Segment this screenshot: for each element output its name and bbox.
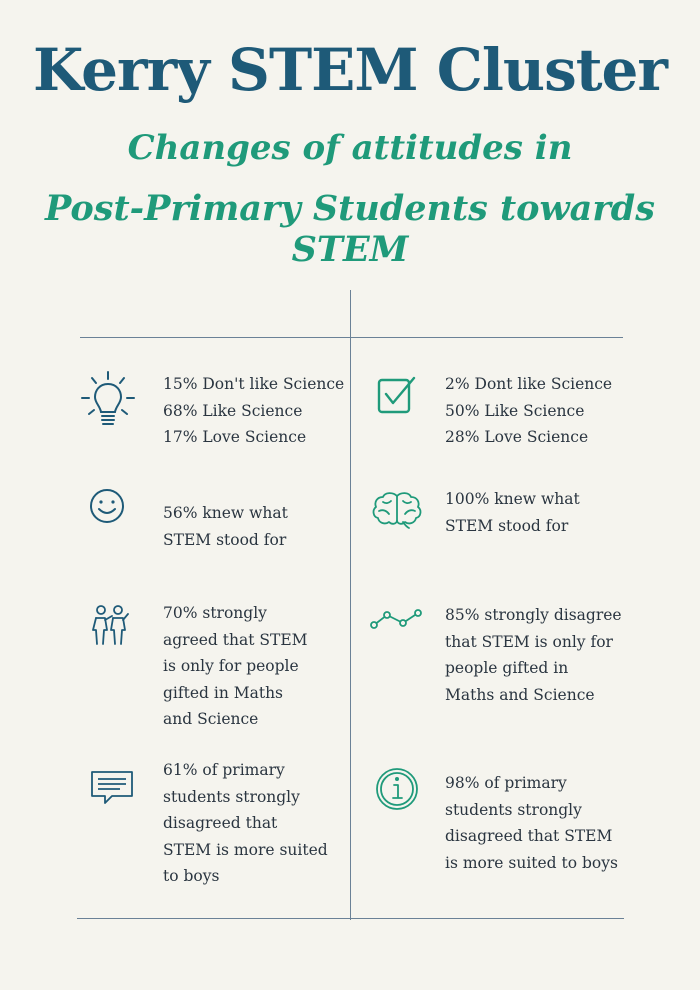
students-icon [88, 604, 130, 646]
right-stat-4-line: 98% of primary [445, 774, 567, 792]
left-stat-2-line: 56% knew what [163, 504, 288, 522]
left-stat-4-line: to boys [163, 867, 220, 885]
column-divider [350, 290, 351, 920]
right-stat-3-line: Maths and Science [445, 685, 595, 704]
left-stat-3-line: agreed that STEM [163, 630, 308, 649]
info-icon [375, 767, 419, 811]
lightbulb-icon [80, 370, 136, 430]
right-stat-3-line: that STEM is only for [445, 632, 613, 651]
right-stat-4-line: disagreed that STEM [445, 827, 613, 845]
speech-bubble-icon [90, 770, 134, 806]
left-stat-4-line: 61% of primary [163, 761, 285, 779]
right-stat-1-line: 50% Like Science [445, 401, 585, 420]
subtitle-line-2: Post-Primary Students towards STEM [45, 188, 655, 270]
right-stat-2-line: STEM stood for [445, 516, 569, 535]
right-stat-3-line: people gifted in [445, 659, 569, 677]
smiley-icon [89, 488, 125, 524]
right-stat-2: 100% knew what STEM stood for [445, 486, 580, 539]
left-stat-1-line: 17% Love Science [163, 428, 307, 446]
line-graph-icon [369, 608, 423, 630]
left-stat-4: 61% of primary students strongly disagre… [163, 757, 328, 890]
left-stat-4-line: disagreed that [163, 814, 278, 832]
right-stat-1-line: 28% Love Science [445, 428, 589, 446]
page-title: Kerry STEM Cluster [33, 36, 668, 104]
left-stat-3-line: is only for people [163, 657, 299, 675]
left-stat-1-line: 68% Like Science [163, 401, 303, 420]
left-stat-3-line: and Science [163, 710, 259, 728]
left-stat-3: 70% strongly agreed that STEM is only fo… [163, 600, 308, 733]
right-stat-1-line: 2% Dont like Science [445, 375, 613, 393]
bottom-divider [77, 918, 624, 919]
right-stat-1: 2% Dont like Science 50% Like Science 28… [445, 371, 612, 451]
right-stat-3: 85% strongly disagree that STEM is only … [445, 602, 622, 708]
right-stat-4-line: is more suited to boys [445, 853, 618, 872]
left-stat-1: 15% Don't like Science 68% Like Science … [163, 371, 344, 451]
checkbox-icon [376, 374, 418, 416]
right-stat-4: 98% of primary students strongly disagre… [445, 770, 618, 876]
left-stat-1-line: 15% Don't like Science [163, 375, 345, 393]
right-stat-3-line: 85% strongly disagree [445, 606, 622, 624]
subtitle-line-1: Changes of attitudes in [127, 128, 573, 168]
brain-icon [371, 490, 423, 530]
left-stat-2-line: STEM stood for [163, 530, 287, 549]
right-stat-2-line: 100% knew what [445, 490, 580, 508]
left-stat-2: 56% knew what STEM stood for [163, 500, 288, 553]
left-stat-4-line: students strongly [163, 787, 300, 806]
right-stat-4-line: students strongly [445, 800, 582, 819]
top-divider [80, 337, 623, 338]
left-stat-3-line: 70% strongly [163, 604, 267, 622]
left-stat-4-line: STEM is more suited [163, 840, 328, 859]
left-stat-3-line: gifted in Maths [163, 683, 284, 702]
